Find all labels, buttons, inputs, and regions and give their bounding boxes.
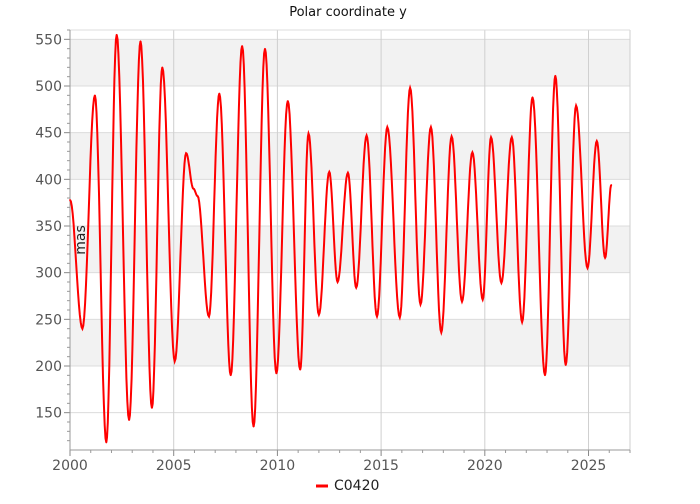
x-tick-label: 2020 [467,458,503,474]
data-point [275,372,278,375]
data-point [336,281,339,283]
data-point [328,171,331,173]
data-point [229,374,232,377]
data-point [596,140,598,142]
data-point [604,256,606,259]
data-point [161,66,164,69]
grid-band [70,226,630,273]
data-point [252,425,255,428]
data-point [430,126,432,128]
x-tick-label: 2010 [260,458,296,474]
data-point [564,364,567,366]
legend-label: C0420 [334,478,379,494]
data-point [139,40,142,42]
data-point [440,331,443,334]
data-point [544,374,546,377]
y-tick-label: 200 [35,359,62,375]
y-tick-label: 500 [35,79,62,95]
grid-band [70,319,630,366]
data-point [450,135,453,138]
data-point [586,267,589,269]
data-point [105,441,108,444]
data-point [69,199,71,201]
data-point [471,151,474,154]
y-tick-label: 250 [35,312,62,328]
axes: 150 200 250 300 350 400 450 500 550 2000 2005 2010 2… [35,29,631,474]
y-tick-label: 450 [35,126,62,142]
data-point [264,47,266,50]
data-point [575,104,577,107]
y-tick-label: 400 [35,172,62,188]
data-point [151,407,153,409]
data-point [386,126,389,128]
y-tick-label: 150 [35,406,62,422]
data-point [521,321,523,323]
data-point [355,286,358,289]
data-point [376,315,378,318]
data-point [115,33,118,36]
data-point [409,87,411,89]
data-point [347,172,349,174]
data-point [481,298,484,301]
data-point [208,315,210,318]
data-point [510,136,513,139]
data-point [196,195,199,197]
x-tick-label: 2000 [52,458,88,474]
data-point [218,92,221,95]
y-tick-label: 300 [35,266,62,282]
data-point [554,74,557,77]
data-point [490,136,492,139]
data-point [419,303,422,306]
data-point [286,100,289,102]
data-point [185,152,187,154]
data-point [610,184,613,186]
chart-title: Polar coordinate y [289,5,407,20]
data-point [318,313,320,316]
grid-band [70,39,630,86]
data-point [192,187,195,190]
y-tick-label: 350 [35,219,62,235]
data-point [299,368,302,371]
data-point [128,419,130,421]
data-point [94,94,96,97]
data-point [398,316,401,319]
data-point [365,134,368,137]
data-point [307,132,310,135]
data-point [531,96,534,98]
grid-band [70,132,630,180]
data-point [461,300,463,303]
y-tick-label: 550 [35,32,62,48]
data-point [81,327,84,330]
x-tick-label: 2015 [363,458,399,474]
data-point [241,45,243,47]
legend[interactable]: C0420 [316,478,379,494]
x-tick-label: 2005 [156,458,192,474]
data-point [173,360,176,363]
data-point [500,282,503,284]
y-axis-label: mas [73,225,89,255]
series-layer [69,33,613,444]
x-tick-label: 2025 [571,458,607,474]
